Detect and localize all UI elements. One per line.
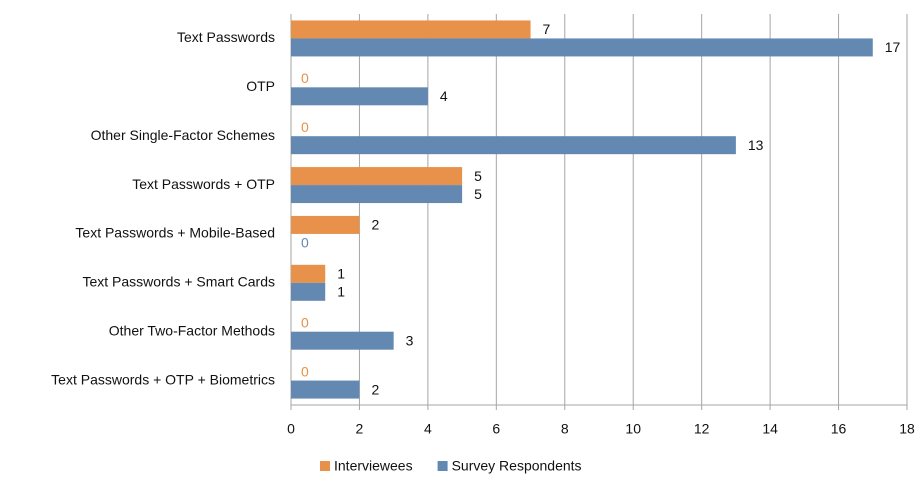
x-tick-label: 10 [625, 421, 641, 437]
bar [291, 87, 428, 106]
y-tick-label: OTP [246, 78, 275, 94]
bar [291, 136, 736, 155]
x-tick-label: 2 [356, 421, 364, 437]
data-label: 13 [748, 137, 764, 153]
bar [291, 38, 873, 57]
data-label: 1 [337, 284, 345, 300]
y-tick-label: Text Passwords + OTP [132, 176, 275, 192]
data-label: 5 [474, 186, 482, 202]
bar [291, 264, 326, 283]
legend-label: Interviewees [334, 458, 413, 474]
x-tick-label: 16 [831, 421, 847, 437]
x-tick-label: 14 [762, 421, 778, 437]
data-label: 5 [474, 168, 482, 184]
x-tick-label: 12 [694, 421, 710, 437]
y-tick-label: Text Passwords + OTP + Biometrics [51, 371, 275, 387]
x-tick-label: 0 [287, 421, 295, 437]
data-label: 7 [543, 21, 551, 37]
data-label: 4 [440, 88, 448, 104]
x-tick-label: 8 [561, 421, 569, 437]
data-label: 3 [406, 332, 414, 348]
y-tick-label: Text Passwords + Smart Cards [82, 274, 275, 290]
y-tick-label: Text Passwords + Mobile-Based [75, 225, 275, 241]
x-tick-label: 18 [899, 421, 915, 437]
bar [291, 20, 531, 39]
data-label: 0 [301, 119, 309, 135]
data-label: 1 [337, 266, 345, 282]
data-label: 0 [301, 70, 309, 86]
bar [291, 282, 326, 301]
data-label: 0 [301, 314, 309, 330]
data-label: 0 [301, 235, 309, 251]
y-tick-label: Other Two-Factor Methods [109, 322, 275, 338]
data-label: 0 [301, 363, 309, 379]
bar [291, 185, 463, 204]
data-label: 17 [885, 39, 901, 55]
y-tick-label: Other Single-Factor Schemes [91, 127, 275, 143]
legend-swatch [320, 461, 330, 471]
bar [291, 380, 360, 399]
legend-swatch [437, 461, 448, 471]
legend-label: Survey Respondents [452, 458, 582, 474]
x-tick-label: 4 [424, 421, 432, 437]
bar [291, 331, 394, 350]
x-tick-label: 6 [492, 421, 500, 437]
data-label: 2 [371, 381, 379, 397]
bar [291, 215, 360, 234]
bar [291, 167, 463, 186]
data-label: 2 [371, 217, 379, 233]
y-tick-label: Text Passwords [177, 29, 275, 45]
